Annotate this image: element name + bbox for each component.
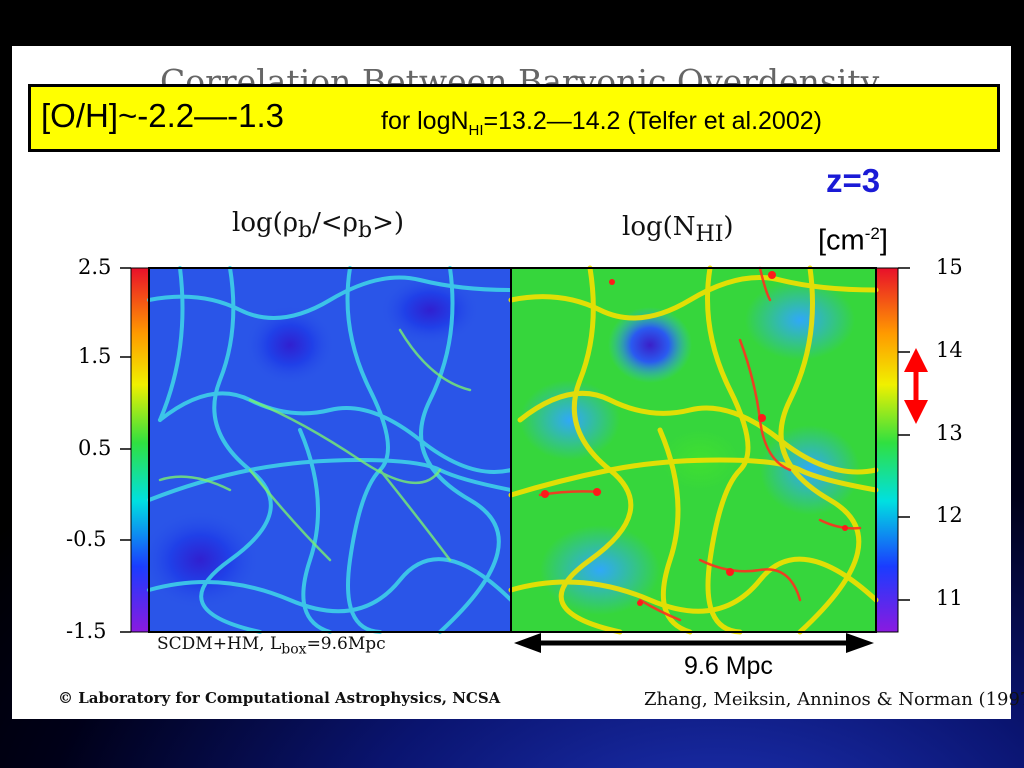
metallicity-banner: [O/H]~-2.2—-1.3 for logNHI=13.2—14.2 (Te… [28, 84, 1000, 152]
right-colorbar [875, 267, 899, 633]
panels-frame [148, 267, 877, 633]
column-density-panel [508, 265, 879, 635]
left-tick-label: 1.5 [78, 344, 112, 368]
right-tick-label: 15 [936, 255, 963, 279]
left-tick-label: -0.5 [66, 527, 107, 551]
left-tick-label: -1.5 [66, 619, 107, 643]
units-label: [cm-2] [818, 224, 888, 257]
left-tick-label: 2.5 [78, 255, 112, 279]
column-density-range: for logNHI=13.2—14.2 (Telfer et al.2002) [381, 107, 822, 139]
right-tick-label: 13 [936, 421, 963, 445]
metallicity-range: [O/H]~-2.2—-1.3 [41, 97, 285, 134]
right-tick-label: 14 [936, 338, 963, 362]
simulation-caption: SCDM+HM, Lbox=9.6Mpc [157, 634, 386, 658]
right-tick-label: 11 [936, 586, 963, 610]
credit-left: © Laboratory for Computational Astrophys… [58, 689, 501, 707]
right-tick-label: 12 [936, 503, 963, 527]
right-axis-ticks [898, 267, 910, 601]
redshift-label: z=3 [826, 162, 881, 199]
left-panel-title: log(ρb/<ρb>) [232, 208, 405, 244]
scale-label: 9.6 Mpc [684, 652, 773, 680]
credit-right: Zhang, Meiksin, Anninos & Norman (1997) [644, 689, 1024, 710]
density-field-panel [140, 266, 513, 634]
right-panel-title: log(NHI) [622, 212, 734, 248]
left-axis-ticks [120, 267, 131, 633]
highlight-range-arrow [904, 348, 928, 424]
left-tick-label: 0.5 [78, 436, 112, 460]
scale-arrow [514, 633, 874, 653]
